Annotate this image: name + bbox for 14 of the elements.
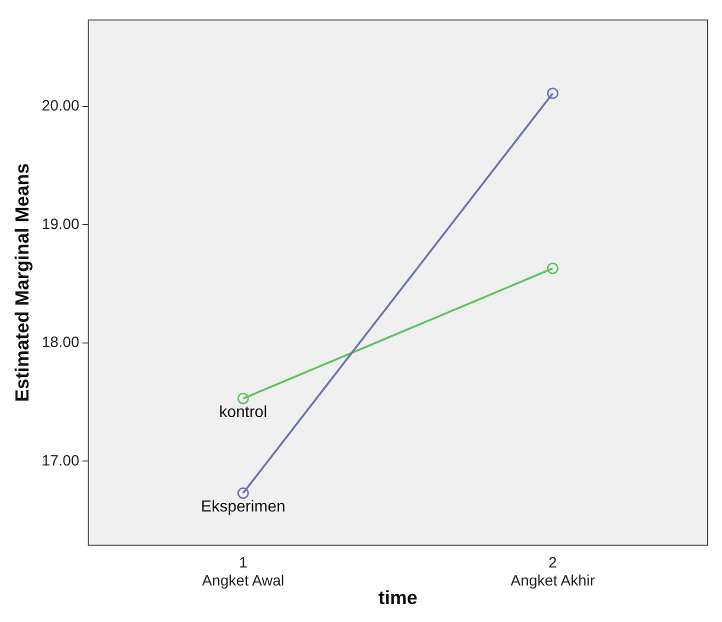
y-tick-label: 20.00 [42, 97, 80, 114]
series-label: kontrol [219, 404, 268, 421]
point [546, 262, 558, 274]
x-axis-title: time [378, 588, 418, 609]
series-label: Eksperimen [200, 498, 286, 516]
y-axis-title: Estimated Marginal Means [12, 163, 34, 402]
point [237, 392, 249, 404]
x-tick-label: 1 Angket Awal [202, 554, 284, 590]
y-tick-label: 19.00 [42, 216, 80, 233]
y-tick-label: 17.00 [42, 452, 80, 470]
y-tick-label: 18.00 [42, 334, 80, 352]
point [237, 487, 249, 499]
x-tick-label: 2 Angket Akhir [510, 554, 595, 590]
point [546, 88, 558, 100]
